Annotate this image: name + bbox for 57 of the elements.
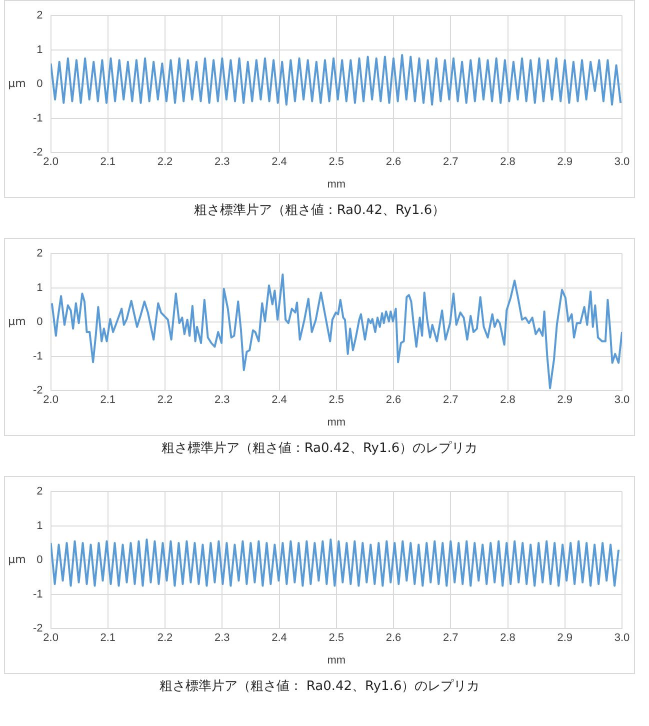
x-tick-label: 2.4 <box>272 632 287 644</box>
y-tick-label: -1 <box>33 588 43 600</box>
y-tick-label: -1 <box>33 112 43 124</box>
x-tick-label: 2.6 <box>386 394 402 406</box>
y-tick-label: -2 <box>33 146 43 159</box>
x-tick-label: 2.6 <box>386 632 402 644</box>
x-tick-label: 2.2 <box>157 632 173 644</box>
x-tick-label: 2.4 <box>272 156 287 168</box>
x-tick-label: 2.4 <box>272 394 287 406</box>
y-tick-label: 2 <box>36 486 43 498</box>
y-axis-title: μm <box>8 552 26 566</box>
y-axis-title: μm <box>8 314 26 328</box>
x-tick-label: 2.7 <box>442 632 458 644</box>
x-tick-label: 3.0 <box>614 632 630 644</box>
x-axis-title: mm <box>327 654 346 666</box>
x-tick-label: 2.7 <box>442 156 458 168</box>
x-tick-label: 2.5 <box>328 156 344 168</box>
y-tick-label: 1 <box>36 520 43 532</box>
x-tick-label: 2.2 <box>157 156 173 168</box>
y-tick-label: 0 <box>36 78 43 90</box>
y-tick-label: 0 <box>36 554 43 566</box>
y-axis-title: μm <box>8 76 26 90</box>
x-axis-title: mm <box>327 178 346 190</box>
y-tick-label: 0 <box>36 316 43 328</box>
x-tick-label: 2.7 <box>442 394 458 406</box>
x-tick-label: 2.8 <box>500 156 516 168</box>
x-tick-label: 2.9 <box>557 156 573 168</box>
x-tick-label: 3.0 <box>614 394 630 406</box>
y-tick-label: 1 <box>36 44 43 56</box>
text: 粗さ標準片ア（粗さ値： Ra0.42、Ry1.6）のレプリカ <box>158 678 481 696</box>
x-tick-label: 2.0 <box>43 394 58 406</box>
x-tick-label: 2.2 <box>157 394 173 406</box>
x-tick-label: 2.1 <box>100 156 116 168</box>
x-tick-label: 2.9 <box>557 632 573 644</box>
x-tick-label: 2.1 <box>100 632 116 644</box>
y-tick-label: 2 <box>36 10 43 22</box>
text: 粗さ標準片ア（粗さ値：Ra0.42、Ry1.6）のレプリカ <box>160 440 479 458</box>
x-tick-label: 2.8 <box>500 394 516 406</box>
y-tick-label: -1 <box>33 350 43 362</box>
y-tick-label: -2 <box>33 622 43 635</box>
y-tick-label: 1 <box>36 282 43 294</box>
x-tick-label: 2.0 <box>43 632 58 644</box>
x-tick-label: 2.8 <box>500 632 516 644</box>
y-tick-label: 2 <box>36 248 43 260</box>
text: 粗さ標準片ア（粗さ値：Ra0.42、Ry1.6） <box>192 202 446 220</box>
x-tick-label: 3.0 <box>614 156 630 168</box>
x-tick-label: 2.3 <box>214 632 230 644</box>
x-axis-title: mm <box>327 416 346 428</box>
x-tick-label: 2.3 <box>214 394 230 406</box>
x-tick-label: 2.5 <box>328 632 344 644</box>
x-tick-label: 2.9 <box>557 394 573 406</box>
x-tick-label: 2.6 <box>386 156 402 168</box>
x-tick-label: 2.1 <box>100 394 116 406</box>
y-tick-label: -2 <box>33 384 43 397</box>
x-tick-label: 2.0 <box>43 156 58 168</box>
x-tick-label: 2.5 <box>328 394 344 406</box>
x-tick-label: 2.3 <box>214 156 230 168</box>
